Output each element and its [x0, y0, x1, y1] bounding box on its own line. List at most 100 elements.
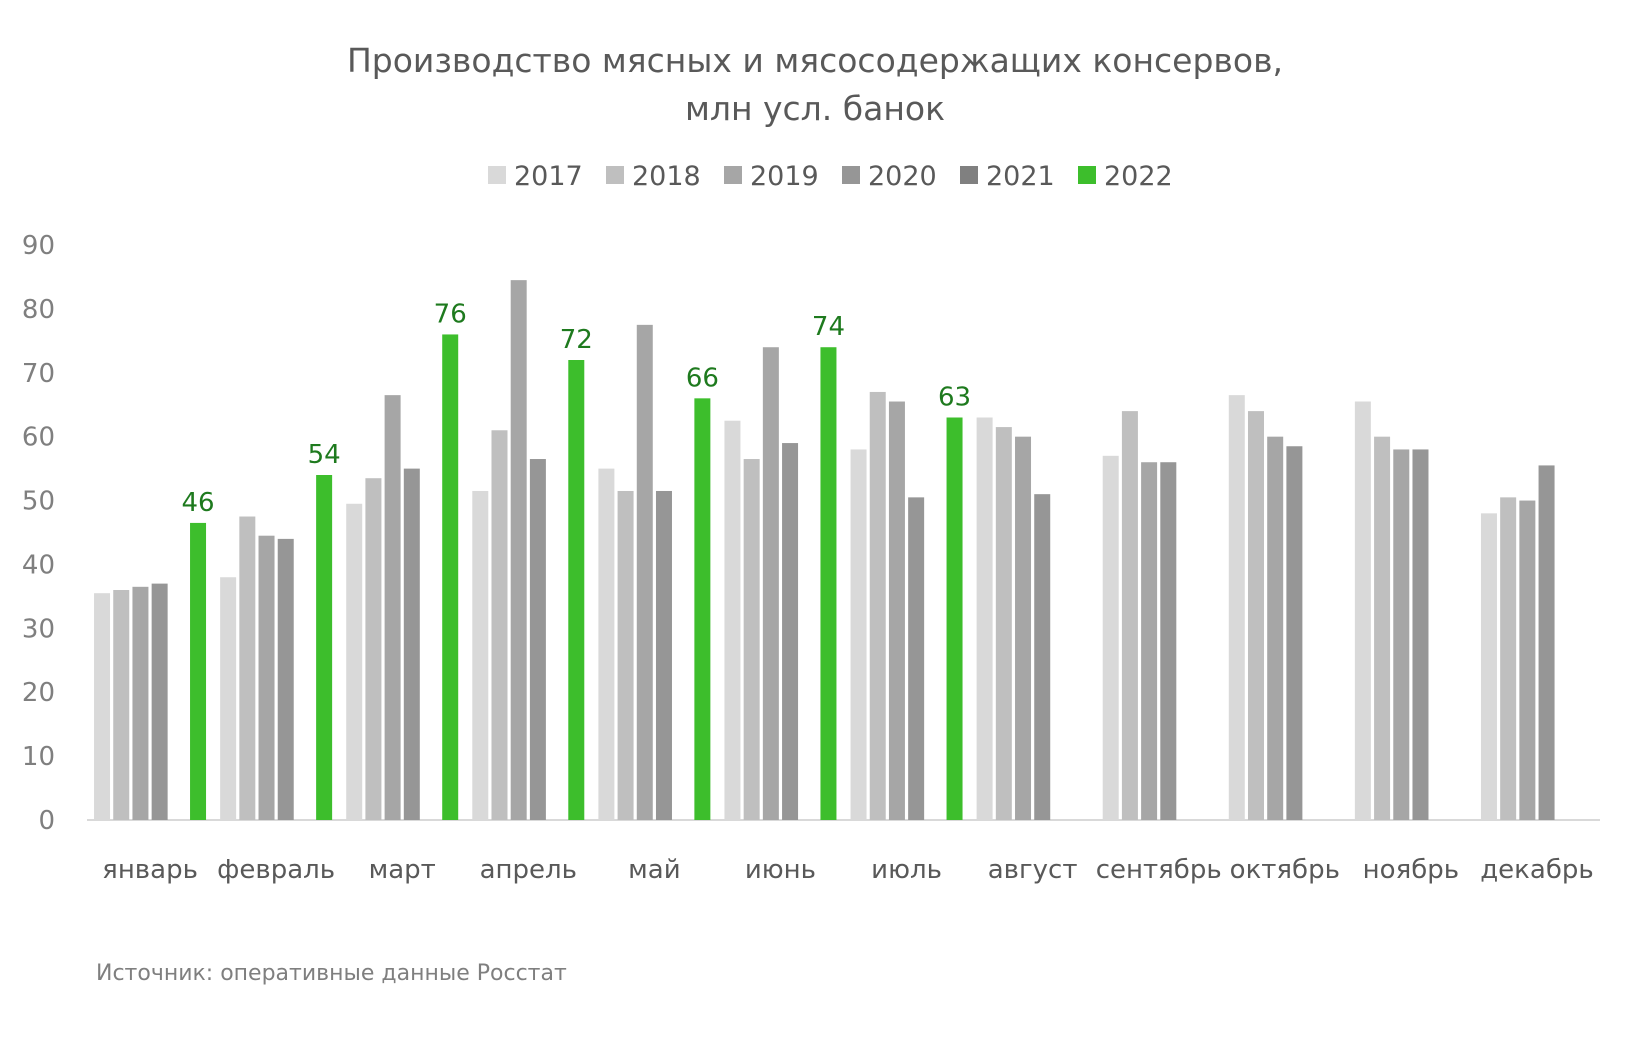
data-label-2022-1: 54 [308, 440, 341, 470]
bar-2018-9 [1247, 411, 1264, 820]
bar-2020-5 [782, 443, 799, 820]
bar-2019-3 [510, 280, 527, 820]
bar-2020-8 [1160, 462, 1177, 820]
y-tick-label: 80 [22, 295, 55, 325]
category-label: декабрь [1480, 855, 1593, 885]
chart-title-line1: Производство мясных и мясосодержащих кон… [347, 41, 1283, 80]
bar-2020-11 [1538, 465, 1555, 820]
bar-2017-10 [1354, 401, 1371, 820]
legend-swatch-2017 [488, 166, 506, 184]
bar-2018-5 [743, 459, 760, 820]
y-tick-label: 10 [22, 742, 55, 772]
bar-2018-0 [113, 590, 130, 820]
legend-swatch-2018 [606, 166, 624, 184]
y-tick-label: 60 [22, 423, 55, 453]
bar-2018-7 [995, 427, 1012, 820]
data-label-2022-3: 72 [560, 325, 593, 355]
bar-2017-7 [976, 417, 993, 820]
y-tick-label: 40 [22, 550, 55, 580]
data-labels: 46 54 76 72 66 74 63 [181, 299, 971, 517]
bar-2017-11 [1480, 513, 1497, 820]
category-label: январь [102, 855, 198, 885]
bar-2017-9 [1228, 395, 1245, 820]
y-tick-label: 20 [22, 678, 55, 708]
category-label: октябрь [1230, 855, 1340, 885]
legend-label-2021: 2021 [986, 161, 1055, 192]
data-label-2022-4: 66 [686, 363, 719, 393]
bar-2022-3 [568, 360, 585, 820]
category-label: июль [871, 855, 942, 885]
legend-swatch-2019 [724, 166, 742, 184]
category-label: ноябрь [1363, 855, 1459, 885]
bar-2019-2 [384, 395, 401, 820]
bar-2020-10 [1412, 449, 1429, 820]
bar-2020-9 [1286, 446, 1303, 820]
bar-2019-1 [258, 535, 275, 820]
category-label: август [988, 855, 1078, 885]
bar-2018-3 [491, 430, 508, 820]
bar-2022-4 [694, 398, 711, 820]
y-tick-label: 30 [22, 614, 55, 644]
bar-2020-3 [529, 459, 546, 820]
legend-label-2022: 2022 [1104, 161, 1173, 192]
bar-2019-9 [1267, 436, 1284, 820]
bar-2018-4 [617, 490, 634, 820]
legend-swatch-2021 [960, 166, 978, 184]
bar-2019-10 [1393, 449, 1410, 820]
bar-2022-2 [442, 334, 459, 820]
legend-label-2018: 2018 [632, 161, 701, 192]
bar-2017-2 [346, 503, 363, 820]
y-tick-label: 50 [22, 487, 55, 517]
legend-label-2020: 2020 [868, 161, 937, 192]
bar-2017-3 [472, 490, 489, 820]
bar-2018-10 [1374, 436, 1391, 820]
legend: 2017 2018 2019 2020 2021 2022 [488, 161, 1173, 192]
bar-2022-5 [820, 347, 837, 820]
category-labels: январь февраль март апрель май июнь июль август… [102, 855, 1594, 885]
category-label: май [628, 855, 680, 885]
y-tick-label: 0 [38, 806, 55, 836]
data-label-2022-2: 76 [434, 299, 467, 329]
bar-2020-7 [1034, 494, 1051, 820]
bar-2020-4 [655, 490, 672, 820]
bar-2019-0 [132, 586, 149, 820]
bar-2019-11 [1519, 500, 1536, 820]
bar-2020-1 [277, 538, 294, 820]
data-label-2022-5: 74 [812, 312, 845, 342]
category-label: февраль [217, 855, 335, 885]
bar-2018-2 [365, 478, 382, 820]
bar-2018-1 [239, 516, 256, 820]
bar-2020-0 [151, 583, 168, 820]
bar-2018-8 [1121, 411, 1138, 820]
bar-2017-8 [1102, 455, 1119, 820]
bar-2018-6 [869, 391, 886, 820]
bar-2018-11 [1500, 497, 1517, 820]
bar-2019-6 [888, 401, 905, 820]
y-axis: 0 10 20 30 40 50 60 70 80 90 [22, 231, 55, 836]
bar-2020-2 [403, 468, 420, 820]
y-tick-label: 90 [22, 231, 55, 261]
legend-label-2017: 2017 [514, 161, 583, 192]
bar-2022-0 [190, 522, 207, 820]
bar-2019-7 [1015, 436, 1032, 820]
category-label: июнь [745, 855, 816, 885]
bar-2017-1 [220, 577, 237, 820]
bar-2017-4 [598, 468, 615, 820]
category-label: апрель [480, 855, 577, 885]
bar-2022-6 [946, 417, 963, 820]
bar-2022-1 [316, 475, 333, 820]
bar-2017-5 [724, 420, 741, 820]
bar-2019-8 [1141, 462, 1158, 820]
bar-2019-5 [762, 347, 779, 820]
source-note: Источник: оперативные данные Росстат [96, 961, 567, 986]
bar-2017-0 [94, 593, 111, 820]
legend-swatch-2020 [842, 166, 860, 184]
legend-swatch-2022 [1078, 166, 1096, 184]
category-label: март [369, 855, 436, 885]
chart-title-line2: млн усл. банок [685, 89, 945, 128]
category-label: сентябрь [1096, 855, 1222, 885]
data-label-2022-6: 63 [938, 383, 971, 413]
y-tick-label: 70 [22, 359, 55, 389]
legend-label-2019: 2019 [750, 161, 819, 192]
